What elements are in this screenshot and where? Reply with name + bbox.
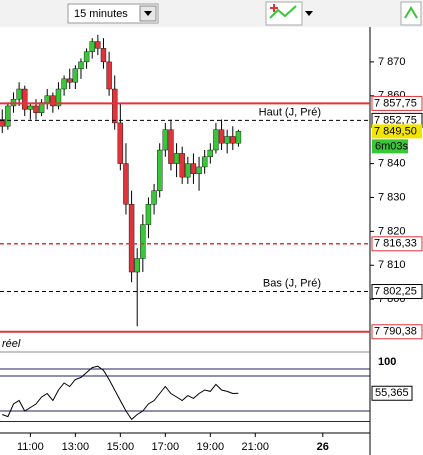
y-tick-label: 7 840 [378,157,406,169]
candle-body [185,163,191,178]
last-price-box [372,124,422,139]
tool-icon [404,6,418,19]
level-label: 7 852,75 [374,114,417,126]
candle-body [89,41,95,52]
timer-box [372,139,408,154]
candle-body [33,105,39,113]
candle-body [112,88,118,124]
level-label: 7 857,75 [374,97,417,109]
candle-body [140,224,146,259]
oscillator-tick-label: 100 [378,356,396,368]
candle-body [72,68,79,83]
oscillator-value-label: 55,365 [375,387,409,399]
candle-body [230,136,236,144]
candle-body [224,136,230,144]
oscillator-line [2,365,239,421]
timeframe-label: 15 minutes [74,8,128,20]
y-tick-label: 7 820 [378,225,406,237]
level-name: Bas (J, Pré) [263,277,321,289]
candle-body [128,204,135,273]
indicator-button[interactable] [265,1,303,26]
candle-body [173,153,180,164]
candle-body [190,163,197,174]
candle-body [27,105,34,110]
candle-body [151,190,157,205]
candle-body [50,95,56,107]
x-tick-label: 21:00 [242,441,270,453]
candle-body [201,156,208,168]
candle-body [134,258,140,273]
level-label-box [371,284,423,300]
candle-body [78,61,84,69]
candle-body [235,131,242,144]
level-label: 7 790,38 [374,326,417,338]
x-tick-label: 26 [317,441,329,453]
candle-body [100,48,107,63]
candle-body [0,119,5,127]
indicator-plus [270,4,278,12]
level-name: Haut (J, Pré) [259,106,321,118]
candle-body [95,41,101,49]
candle-body [218,129,225,144]
candle-body [123,163,129,205]
x-tick-label: 15:00 [107,441,135,453]
level-label-box [371,236,423,252]
level-label: 7 802,25 [374,285,417,297]
candle-body [168,129,174,164]
x-tick-label: 17:00 [152,441,180,453]
indicator-menu-arrow[interactable] [305,11,313,16]
indicator-icon [269,5,297,19]
x-tick-label: 11:00 [17,441,44,453]
toolbar [0,0,423,27]
level-label-box [371,95,423,111]
candle-body [106,61,112,90]
candle-body [16,88,22,100]
y-tick-label: 7 870 [378,56,406,68]
candle-body [207,149,214,158]
level-label: 7 816,33 [374,238,417,250]
x-tick-label: 19:00 [197,441,225,453]
candle-body [22,88,28,110]
y-tick-label: 7 830 [378,191,406,203]
y-tick-label: 7 810 [378,259,406,271]
candle-body [61,78,67,90]
candle-body [179,153,185,178]
candle-body [67,78,73,83]
candle-body [145,204,152,225]
candle-body [213,129,219,151]
candle-body [55,88,62,107]
candle-body [196,166,202,174]
candle-body [162,129,169,151]
timer-label: 6m03s [375,140,409,152]
series-note: réel [2,338,21,350]
tool-button[interactable] [400,1,422,26]
timeframe-select[interactable] [67,3,159,24]
level-label-box [371,324,423,340]
candle-body [83,51,90,63]
candle-body [5,105,11,127]
candle-body [44,95,50,103]
dropdown-arrow [144,11,152,16]
candle-body [156,149,163,191]
oscillator-value-box [371,385,413,401]
candle-body [117,122,124,164]
x-tick-label: 13:00 [62,441,90,453]
last-price-label: 7 849,50 [374,125,417,137]
